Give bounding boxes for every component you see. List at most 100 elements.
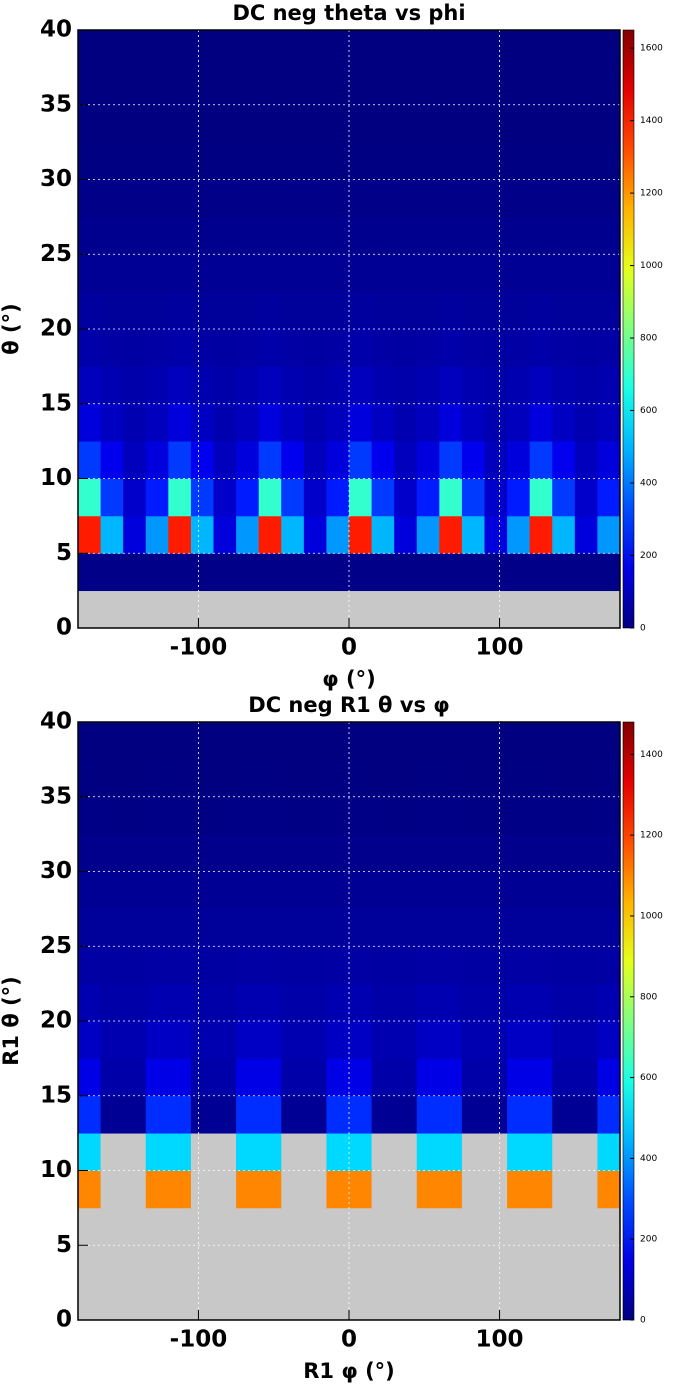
heat-cell xyxy=(100,1245,124,1284)
heat-cell xyxy=(281,515,305,554)
heat-cell xyxy=(552,216,576,255)
heat-cell xyxy=(507,908,531,947)
heat-cell xyxy=(416,216,440,255)
heat-cell xyxy=(597,254,621,293)
heat-cell xyxy=(213,30,237,68)
heat-cell xyxy=(78,871,101,910)
heat-cell xyxy=(168,1282,192,1321)
heat-cell xyxy=(78,1021,101,1059)
heat-cell xyxy=(484,366,508,405)
heat-cell xyxy=(326,1282,350,1321)
heat-cell xyxy=(461,441,485,479)
heat-cell xyxy=(190,908,214,947)
colorbar-tick-label: 1600 xyxy=(640,44,663,54)
heat-cell xyxy=(145,553,169,592)
heat-cell xyxy=(507,216,531,255)
heat-cell xyxy=(529,1133,553,1171)
heat-cell xyxy=(484,1095,508,1134)
heat-cell xyxy=(145,30,169,68)
heat-cell xyxy=(439,403,463,442)
heat-cell xyxy=(213,366,237,405)
heat-cell xyxy=(439,142,463,180)
heat-cell xyxy=(190,722,214,760)
heat-cell xyxy=(281,553,305,592)
heat-cell xyxy=(484,515,508,554)
heat-cell xyxy=(439,366,463,405)
x-tick-label: 0 xyxy=(341,635,357,661)
heat-cell xyxy=(439,104,463,143)
heat-cell xyxy=(416,254,440,293)
heat-cell xyxy=(529,142,553,180)
heat-cell xyxy=(100,366,124,405)
heat-cell xyxy=(349,329,372,367)
heat-cell xyxy=(303,1282,327,1321)
heat-cell xyxy=(326,553,350,592)
heat-cell xyxy=(168,254,192,293)
heat-cell xyxy=(190,1282,214,1321)
heat-cell xyxy=(507,796,531,835)
heat-cell xyxy=(552,291,576,330)
heat-cell xyxy=(439,291,463,330)
heat-cell xyxy=(416,30,440,68)
x-tick-label: 100 xyxy=(476,635,524,661)
heat-cell xyxy=(145,104,169,143)
heat-cell xyxy=(597,1170,621,1209)
heat-cell xyxy=(190,179,214,218)
heat-cell xyxy=(123,515,147,554)
heat-cell xyxy=(484,590,508,629)
heat-cell xyxy=(461,1133,485,1171)
heat-cell xyxy=(529,403,553,442)
heat-cell xyxy=(529,759,553,798)
heat-cell xyxy=(461,1245,485,1284)
heat-cell xyxy=(78,403,101,442)
heat-cell xyxy=(236,1282,260,1321)
heat-cell xyxy=(552,478,576,517)
heat-cell xyxy=(507,478,531,517)
heat-cell xyxy=(439,1282,463,1321)
heat-cell xyxy=(213,1133,237,1171)
heat-cell xyxy=(552,142,576,180)
heat-cell xyxy=(303,1245,327,1284)
heat-cell xyxy=(303,441,327,479)
heat-cell xyxy=(394,553,418,592)
heat-cell xyxy=(574,366,598,405)
heat-cell xyxy=(213,1021,237,1059)
heat-cell xyxy=(123,1095,147,1134)
heat-cell xyxy=(213,216,237,255)
heat-cell xyxy=(484,1245,508,1284)
heat-cell xyxy=(168,834,192,872)
heat-cell xyxy=(78,590,101,629)
heat-cell xyxy=(597,216,621,255)
heat-cell xyxy=(597,515,621,554)
heat-cell xyxy=(394,1133,418,1171)
heat-cell xyxy=(461,908,485,947)
heat-cell xyxy=(552,1095,576,1134)
heat-cell xyxy=(371,67,395,106)
heat-cell xyxy=(507,1207,531,1246)
heat-cell xyxy=(371,329,395,367)
heat-cell xyxy=(213,104,237,143)
heat-cell xyxy=(597,590,621,629)
heat-cell xyxy=(461,1282,485,1321)
heat-cell xyxy=(574,590,598,629)
heat-cell xyxy=(574,291,598,330)
heat-cell xyxy=(168,1245,192,1284)
heat-cell xyxy=(213,1245,237,1284)
heat-cell xyxy=(236,553,260,592)
heat-cell xyxy=(394,908,418,947)
heat-cell xyxy=(100,1207,124,1246)
heat-cell xyxy=(507,722,531,760)
y-tick-label: 25 xyxy=(40,933,72,959)
heat-cell xyxy=(507,142,531,180)
heat-cell xyxy=(236,142,260,180)
heat-cell xyxy=(281,441,305,479)
heat-cell xyxy=(349,946,372,985)
heat-cell xyxy=(574,216,598,255)
heat-cell xyxy=(303,216,327,255)
heat-cell xyxy=(258,1170,282,1209)
heat-cell xyxy=(326,104,350,143)
heat-cell xyxy=(529,30,553,68)
heat-cell xyxy=(507,179,531,218)
heat-cell xyxy=(552,796,576,835)
heat-cell xyxy=(303,722,327,760)
